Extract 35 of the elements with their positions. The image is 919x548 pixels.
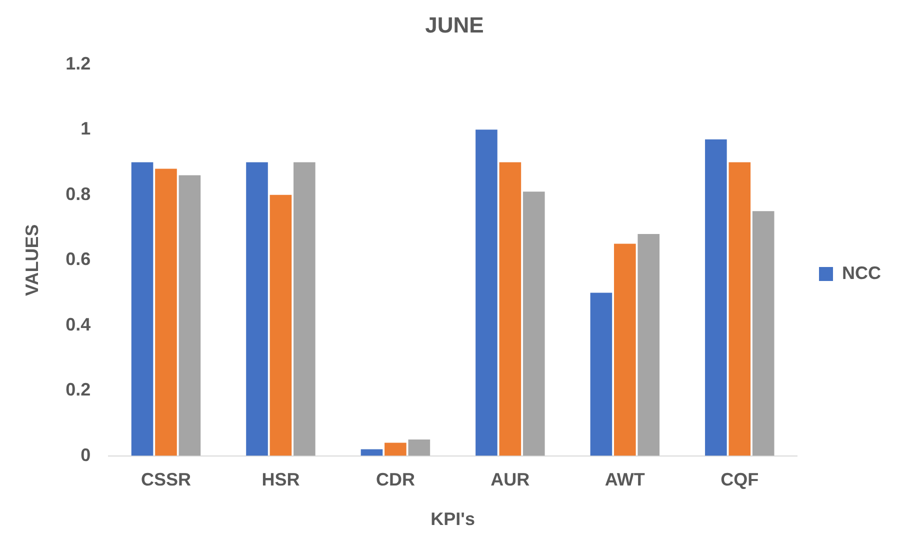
y-tick-label: 0.6 bbox=[66, 249, 91, 270]
bar bbox=[705, 139, 727, 456]
x-tick-label: AWT bbox=[604, 470, 645, 490]
bar bbox=[131, 162, 154, 456]
bar bbox=[499, 162, 522, 456]
x-tick-label: CSSR bbox=[140, 470, 191, 490]
bar bbox=[178, 175, 201, 456]
chart-title: JUNE bbox=[425, 12, 484, 38]
bar bbox=[476, 130, 498, 456]
bar bbox=[384, 442, 406, 456]
x-tick-label: HSR bbox=[262, 470, 300, 490]
bar bbox=[752, 211, 774, 456]
bar bbox=[408, 439, 430, 456]
bar bbox=[360, 449, 383, 456]
y-tick-label: 0.8 bbox=[66, 184, 91, 204]
x-tick-label: CDR bbox=[376, 470, 415, 490]
y-axis-title: VALUES bbox=[22, 224, 42, 296]
bar bbox=[270, 194, 292, 456]
bar bbox=[590, 292, 612, 456]
legend-label: NCC bbox=[842, 262, 882, 283]
bar bbox=[246, 162, 268, 456]
x-axis-title: KPI's bbox=[430, 509, 475, 530]
bar bbox=[638, 234, 660, 456]
bar bbox=[614, 244, 636, 456]
bar bbox=[155, 168, 177, 456]
x-tick-label: AUR bbox=[490, 470, 530, 490]
bar bbox=[522, 192, 545, 456]
y-tick-label: 1.2 bbox=[66, 53, 91, 74]
bar bbox=[728, 162, 751, 456]
y-tick-label: 1 bbox=[80, 118, 91, 139]
bar bbox=[294, 162, 316, 456]
y-tick-label: 0.2 bbox=[66, 380, 91, 400]
y-tick-label: 0.4 bbox=[66, 314, 91, 334]
x-tick-label: CQF bbox=[720, 470, 759, 490]
y-tick-label: 0 bbox=[80, 444, 91, 465]
